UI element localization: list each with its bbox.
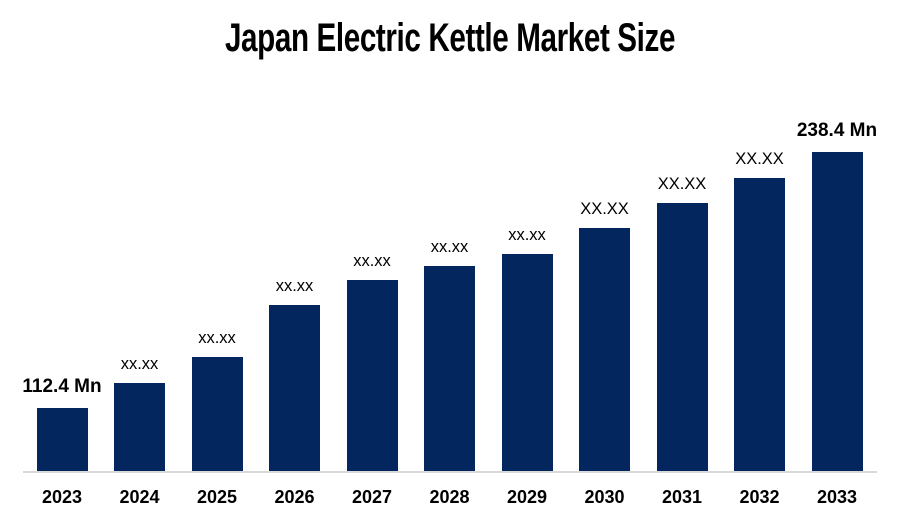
bar-value-label-2029: xx.xx [508,225,546,244]
x-tick-2027: 2027 [351,487,393,507]
bar-2033 [811,152,863,471]
x-tick-2023: 2023 [41,487,83,507]
bar-2025 [191,357,243,471]
bar-2024 [114,383,165,471]
bar-value-label-2023: 112.4 Mn [22,376,102,398]
bar-2032 [734,178,785,471]
bar-value-label-2027: xx.xx [353,251,391,270]
bar-value-label-2028: xx.xx [430,237,469,256]
bar-2030 [579,228,630,471]
x-tick-2031: 2031 [661,487,703,507]
x-tick-2030: 2030 [584,487,625,507]
bar-value-label-2026: xx.xx [275,276,314,295]
x-tick-2029: 2029 [506,487,548,507]
bar-2029 [501,254,553,471]
bar-2031 [656,203,708,471]
x-tick-2025: 2025 [196,487,238,507]
bar-2028 [424,266,475,471]
x-tick-2024: 2024 [119,487,160,507]
bar-value-label-2025: xx.xx [198,328,236,347]
x-tick-2026: 2026 [274,487,315,507]
chart-title: Japan Electric Kettle Market Size [224,16,676,60]
bar-value-label-2032: XX.XX [735,149,784,168]
x-tick-2028: 2028 [429,487,470,507]
bar-2027 [346,280,398,471]
x-tick-2032: 2032 [739,487,780,507]
bar-value-label-2030: XX.XX [580,199,629,218]
x-tick-2033: 2033 [816,487,858,507]
x-axis-line [23,471,877,473]
bar-value-label-2031: XX.XX [657,174,707,193]
bar-value-label-2033: 238.4 Mn [796,120,878,142]
bar-value-label-2024: xx.xx [120,354,159,373]
bar-2026 [269,305,320,471]
bar-2023 [36,408,88,471]
